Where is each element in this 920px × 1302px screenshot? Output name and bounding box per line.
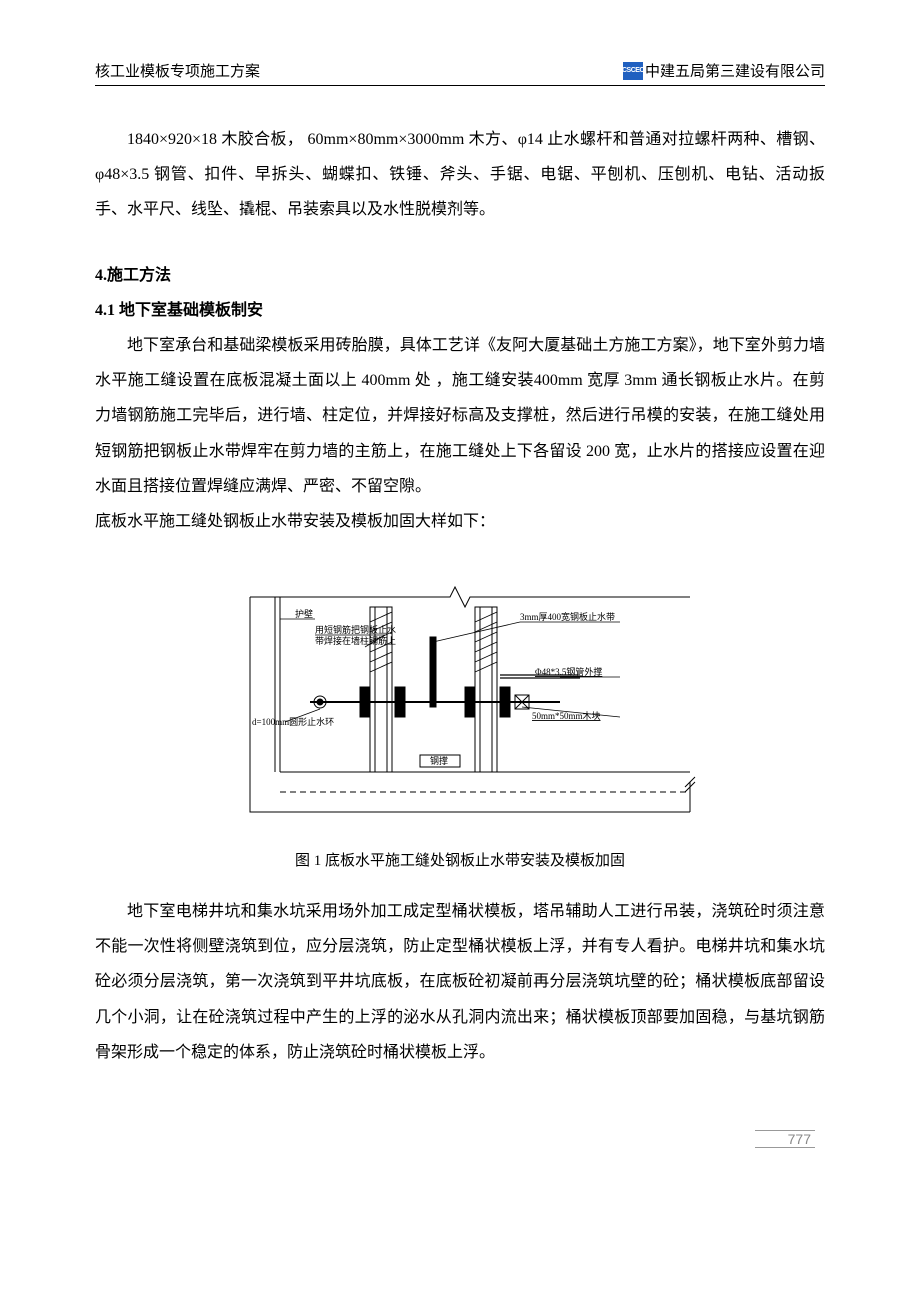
section-4-1-para-a: 地下室承台和基础梁模板采用砖胎膜，具体工艺详《友阿大厦基础土方施工方案》，地下室… [95,328,825,504]
section-4-1-para-b: 底板水平施工缝处钢板止水带安装及模板加固大样如下： [95,504,825,539]
page: 核工业模板专项施工方案 CSCEC 中建五局第三建设有限公司 1840×920×… [0,0,920,1188]
section-4-heading: 4.施工方法 [95,258,825,293]
waterstop-detail-diagram: 护壁 用短钢筋把钢板止水 带焊接在墙柱钢筋上 3mm厚400宽钢板止水带 Φ48… [220,567,700,837]
materials-paragraph: 1840×920×18 木胶合板， 60mm×80mm×3000mm 木方、φ1… [95,122,825,228]
page-footer: 777 [95,1130,825,1148]
fig-label-wood: 50mm*50mm木块 [532,710,601,721]
company-logo-icon: CSCEC [623,62,643,80]
section-4-1-heading: 4.1 地下室基础模板制安 [95,293,825,328]
fig-label-weld-a: 用短钢筋把钢板止水 [315,624,396,635]
figure-1-caption: 图 1 底板水平施工缝处钢板止水带安装及模板加固 [95,849,825,870]
section-4-1-para-c: 地下室电梯井坑和集水坑采用场外加工成定型桶状模板，塔吊辅助人工进行吊装，浇筑砼时… [95,894,825,1070]
header-company: 中建五局第三建设有限公司 [645,60,825,81]
fig-label-ring: d=100mm圆形止水环 [252,716,334,727]
fig-label-weld-b: 带焊接在墙柱钢筋上 [315,635,396,646]
fig-label-strut: 钢撑 [430,755,448,766]
header-left: 核工业模板专项施工方案 [95,60,260,81]
header-right: CSCEC 中建五局第三建设有限公司 [623,60,825,81]
fig-label-pipe: Φ48*3.5钢管外撑 [535,666,602,677]
fig-label-hubi: 护壁 [295,608,313,619]
page-number: 777 [755,1130,815,1148]
fig-label-waterstop: 3mm厚400宽钢板止水带 [520,611,615,622]
page-header: 核工业模板专项施工方案 CSCEC 中建五局第三建设有限公司 [95,60,825,86]
